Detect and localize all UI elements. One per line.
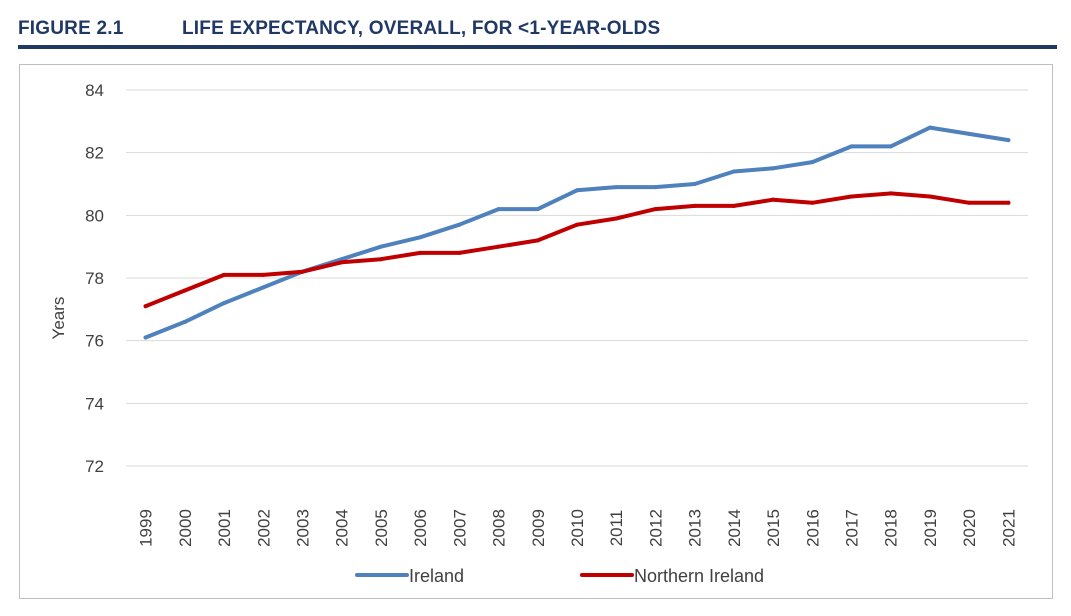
- x-tick-label: 2004: [333, 509, 352, 547]
- x-tick-label: 2009: [529, 509, 548, 547]
- x-tick-label: 2007: [450, 509, 469, 547]
- data-point-ireland: [261, 285, 266, 290]
- x-tick-label: 2000: [176, 509, 195, 547]
- data-point-ireland: [378, 244, 383, 249]
- data-point-northern-ireland: [692, 203, 697, 208]
- data-point-northern-ireland: [1006, 200, 1011, 205]
- legend-label: Northern Ireland: [634, 566, 764, 586]
- data-point-northern-ireland: [418, 250, 423, 255]
- x-tick-label: 2003: [293, 509, 312, 547]
- data-point-northern-ireland: [653, 207, 658, 212]
- data-point-northern-ireland: [339, 260, 344, 265]
- figure-number: FIGURE 2.1: [18, 18, 124, 39]
- data-point-ireland: [535, 207, 540, 212]
- y-tick-label: 76: [85, 332, 104, 351]
- legend-label: Ireland: [409, 566, 464, 586]
- data-point-northern-ireland: [888, 191, 893, 196]
- data-point-ireland: [457, 222, 462, 227]
- data-point-northern-ireland: [927, 194, 932, 199]
- x-tick-label: 2013: [686, 509, 705, 547]
- data-point-ireland: [653, 185, 658, 190]
- x-tick-label: 2016: [803, 509, 822, 547]
- x-tick-label: 2008: [490, 509, 509, 547]
- data-point-ireland: [849, 144, 854, 149]
- data-point-northern-ireland: [182, 288, 187, 293]
- data-point-ireland: [575, 188, 579, 193]
- data-point-ireland: [771, 166, 776, 171]
- x-tick-label: 2005: [372, 509, 391, 547]
- x-tick-label: 2017: [843, 509, 862, 547]
- y-tick-label: 72: [85, 457, 104, 476]
- data-point-ireland: [810, 160, 815, 165]
- x-tick-label: 2014: [725, 509, 744, 547]
- x-tick-label: 2010: [568, 509, 587, 547]
- data-point-ireland: [418, 235, 423, 240]
- x-tick-label: 2012: [646, 509, 665, 547]
- x-tick-label: 2020: [960, 509, 979, 547]
- series-line-ireland: [143, 125, 1011, 340]
- data-point-northern-ireland: [261, 272, 266, 277]
- data-point-ireland: [222, 301, 227, 306]
- y-tick-label: 82: [85, 144, 104, 163]
- data-point-northern-ireland: [575, 222, 579, 227]
- y-tick-label: 80: [85, 206, 104, 225]
- data-point-ireland: [888, 144, 893, 149]
- data-point-ireland: [1006, 138, 1011, 143]
- data-point-northern-ireland: [143, 304, 148, 309]
- data-point-northern-ireland: [731, 203, 736, 208]
- y-tick-label: 78: [85, 269, 104, 288]
- data-point-ireland: [339, 257, 344, 262]
- x-tick-label: 2021: [999, 509, 1018, 547]
- data-point-ireland: [731, 169, 736, 174]
- figure-header: FIGURE 2.1 LIFE EXPECTANCY, OVERALL, FOR…: [18, 14, 1058, 44]
- x-tick-label: 2006: [411, 509, 430, 547]
- series-line-northern-ireland: [143, 191, 1011, 309]
- data-point-northern-ireland: [222, 272, 227, 277]
- x-tick-label: 2002: [254, 509, 273, 547]
- data-point-ireland: [614, 185, 619, 190]
- data-point-ireland: [967, 131, 972, 136]
- x-tick-label: 1999: [137, 509, 156, 547]
- y-tick-label: 84: [85, 81, 104, 100]
- data-point-northern-ireland: [378, 257, 383, 262]
- x-tick-label: 2001: [215, 509, 234, 547]
- data-point-northern-ireland: [771, 197, 776, 202]
- data-point-northern-ireland: [849, 194, 854, 199]
- data-point-ireland: [143, 335, 148, 340]
- x-tick-label: 2018: [882, 509, 901, 547]
- x-tick-label: 2011: [607, 510, 626, 547]
- data-point-northern-ireland: [535, 238, 540, 243]
- data-point-northern-ireland: [496, 244, 501, 249]
- data-point-ireland: [692, 182, 697, 186]
- data-point-northern-ireland: [967, 200, 972, 205]
- data-point-ireland: [927, 125, 932, 130]
- data-point-ireland: [496, 207, 501, 212]
- data-point-northern-ireland: [810, 200, 815, 205]
- data-point-northern-ireland: [614, 216, 619, 221]
- data-point-northern-ireland: [457, 250, 462, 255]
- x-tick-label: 2019: [921, 509, 940, 547]
- x-tick-label: 2015: [764, 509, 783, 547]
- header-rule: [18, 45, 1057, 49]
- figure-title: LIFE EXPECTANCY, OVERALL, FOR <1-YEAR-OL…: [182, 18, 661, 39]
- y-tick-label: 74: [85, 394, 104, 413]
- data-point-northern-ireland: [300, 269, 305, 274]
- y-axis-title: Years: [49, 297, 68, 340]
- data-point-ireland: [182, 319, 187, 324]
